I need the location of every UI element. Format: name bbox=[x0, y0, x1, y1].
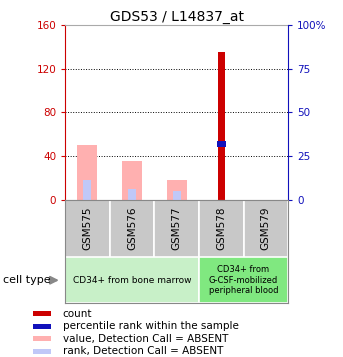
Bar bbox=[65, 257, 199, 303]
Bar bbox=[167, 180, 187, 200]
Text: GSM577: GSM577 bbox=[172, 207, 182, 250]
Text: cell type: cell type bbox=[3, 275, 51, 285]
Bar bbox=[218, 52, 225, 200]
Bar bbox=[244, 200, 288, 257]
Bar bbox=[34, 323, 51, 328]
Text: GSM578: GSM578 bbox=[216, 207, 226, 250]
Text: GSM575: GSM575 bbox=[82, 207, 93, 250]
Bar bbox=[34, 336, 51, 341]
Bar bbox=[128, 189, 136, 200]
Title: GDS53 / L14837_at: GDS53 / L14837_at bbox=[110, 10, 244, 24]
Text: GSM576: GSM576 bbox=[127, 207, 137, 250]
Text: rank, Detection Call = ABSENT: rank, Detection Call = ABSENT bbox=[63, 346, 223, 356]
Text: GSM579: GSM579 bbox=[261, 207, 271, 250]
Bar bbox=[65, 200, 110, 257]
Bar bbox=[199, 200, 244, 257]
Bar bbox=[110, 200, 154, 257]
Text: value, Detection Call = ABSENT: value, Detection Call = ABSENT bbox=[63, 333, 228, 343]
Bar bbox=[34, 348, 51, 353]
Bar bbox=[122, 161, 142, 200]
Bar bbox=[78, 145, 97, 200]
Bar bbox=[154, 200, 199, 257]
Bar bbox=[83, 180, 92, 200]
Text: percentile rank within the sample: percentile rank within the sample bbox=[63, 321, 239, 331]
Text: CD34+ from
G-CSF-mobilized
peripheral blood: CD34+ from G-CSF-mobilized peripheral bl… bbox=[209, 265, 278, 295]
Text: CD34+ from bone marrow: CD34+ from bone marrow bbox=[73, 276, 191, 285]
Bar bbox=[199, 257, 288, 303]
Bar bbox=[173, 191, 181, 200]
Bar bbox=[217, 141, 226, 147]
Bar bbox=[34, 311, 51, 316]
Text: count: count bbox=[63, 308, 92, 318]
